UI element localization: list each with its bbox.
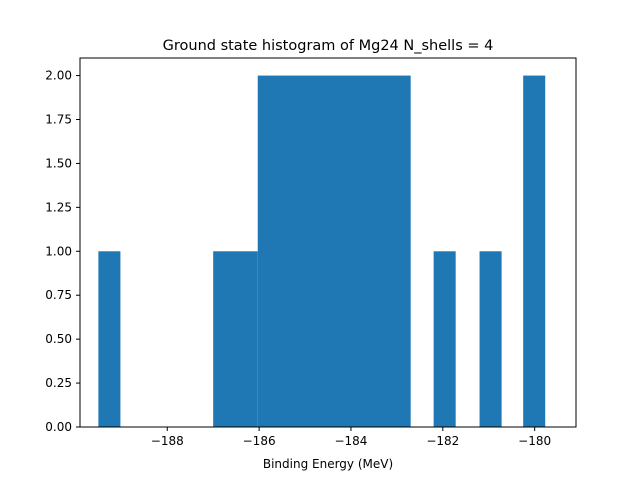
histogram-bar (433, 251, 456, 427)
chart-title: Ground state histogram of Mg24 N_shells … (163, 38, 494, 54)
histogram-bar (98, 251, 121, 427)
y-tick-label: 2.00 (45, 69, 72, 83)
y-tick-label: 0.50 (45, 332, 72, 346)
y-tick-label: 1.75 (45, 113, 72, 127)
x-tick-label: −188 (151, 434, 184, 448)
x-tick-label: −182 (426, 434, 459, 448)
y-tick-label: 1.00 (45, 244, 72, 258)
x-tick-label: −186 (243, 434, 276, 448)
x-axis-title: Binding Energy (MeV) (263, 457, 393, 471)
x-tick-label: −184 (334, 434, 367, 448)
histogram-bar (213, 251, 258, 427)
plot-frame (79, 57, 577, 428)
y-tick-label: 0.75 (45, 288, 72, 302)
y-tick-label: 1.25 (45, 200, 72, 214)
x-tick-label: −180 (518, 434, 551, 448)
histogram-bar (479, 251, 502, 427)
y-tick-label: 1.50 (45, 156, 72, 170)
histogram-bar (257, 75, 411, 428)
y-tick-label: 0.25 (45, 376, 72, 390)
y-tick-label: 0.00 (45, 420, 72, 434)
axes-layer: −188 −186 −184 −182 −180 0.00 0.25 0.50 0.75 1.00… (45, 57, 577, 448)
bars-layer (98, 75, 546, 428)
histogram-bar (523, 75, 546, 428)
